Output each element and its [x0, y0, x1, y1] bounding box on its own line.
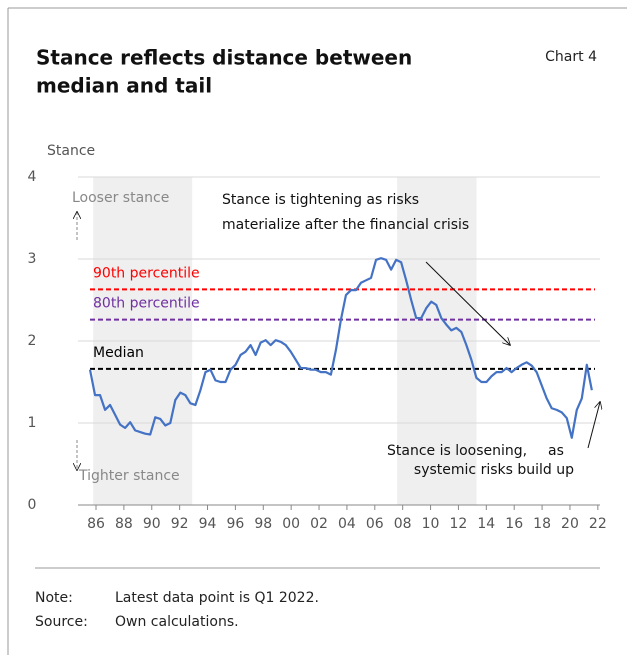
annotation: systemic risks build up: [414, 462, 574, 478]
x-tick-label: 10: [422, 516, 440, 532]
annotation-arrow: [587, 402, 600, 449]
x-tick-label: 86: [87, 516, 105, 532]
x-tick-label: 06: [366, 516, 384, 532]
annotation: Stance is tightening as risks: [222, 192, 419, 208]
x-tick-label: 08: [394, 516, 412, 532]
reference-label: 90th percentile: [93, 265, 200, 281]
source-label: Source:: [35, 614, 88, 630]
x-tick-label: 00: [282, 516, 300, 532]
annotation: Stance is loosening,: [387, 443, 527, 459]
reference-label: Median: [93, 345, 144, 361]
x-tick-label: 16: [505, 516, 523, 532]
x-tick-label: 96: [226, 516, 244, 532]
note-label: Note:: [35, 590, 73, 606]
chart-title: Stance reflects distance between: [36, 46, 412, 70]
annotation-arrow: [425, 261, 510, 345]
annotation: Tighter stance: [78, 468, 180, 484]
x-tick-label: 92: [171, 516, 189, 532]
x-tick-label: 94: [199, 516, 217, 532]
y-tick-label: 0: [28, 497, 37, 513]
source: Own calculations.: [115, 614, 239, 630]
note: Latest data point is Q1 2022.: [115, 590, 319, 606]
x-tick-label: 14: [477, 516, 495, 532]
chart-title: median and tail: [36, 74, 212, 98]
annotation: Looser stance: [72, 190, 169, 206]
annotation: materialize after the financial crisis: [222, 217, 469, 233]
x-tick-label: 18: [533, 516, 551, 532]
y-tick-label: 2: [28, 333, 37, 349]
x-tick-label: 04: [338, 516, 356, 532]
y-tick-label: 1: [28, 415, 37, 431]
x-tick-label: 88: [115, 516, 133, 532]
x-tick-label: 98: [254, 516, 272, 532]
x-tick-label: 22: [589, 516, 607, 532]
x-tick-label: 20: [561, 516, 579, 532]
x-tick-label: 90: [143, 516, 161, 532]
reference-label: 80th percentile: [93, 296, 200, 312]
y-axis-label: Stance: [47, 143, 95, 159]
y-tick-label: 4: [28, 169, 37, 185]
chart-label: Chart 4: [545, 49, 597, 65]
x-tick-label: 02: [310, 516, 328, 532]
annotation: as: [548, 443, 564, 459]
y-tick-label: 3: [28, 251, 37, 267]
x-tick-label: 12: [450, 516, 468, 532]
data-line: [88, 257, 593, 439]
